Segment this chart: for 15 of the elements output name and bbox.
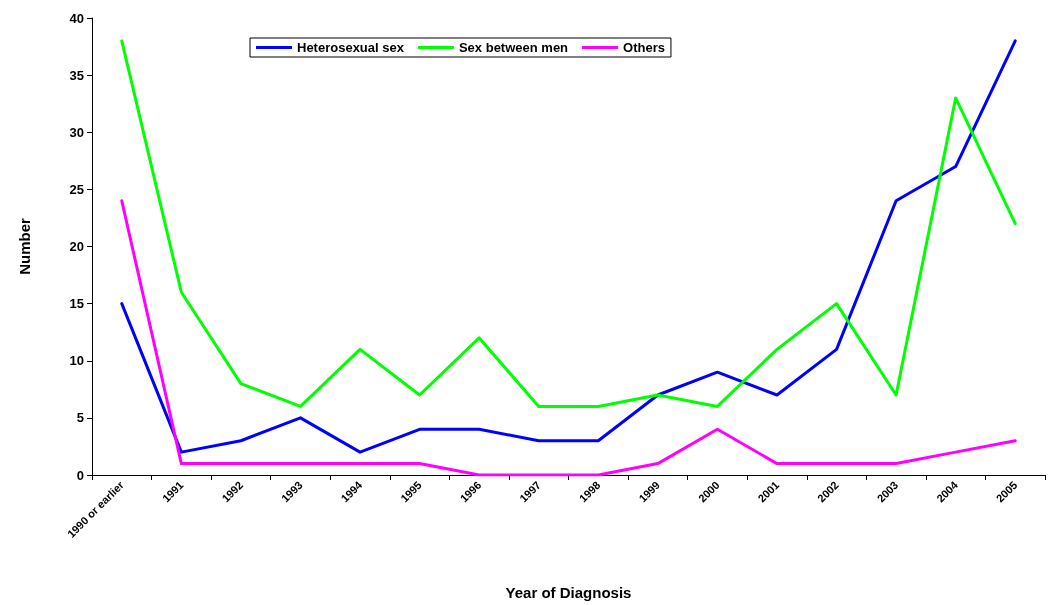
y-tick-label: 30	[69, 124, 84, 140]
y-tick-label: 20	[69, 239, 84, 254]
legend-label: Others	[623, 40, 665, 55]
y-tick-label: 0	[76, 467, 84, 483]
y-tick-label: 40	[69, 10, 84, 26]
line-series	[120, 199, 1017, 477]
y-tick-label: 10	[69, 353, 84, 369]
x-axis-title: Year of Diagnosis	[505, 584, 632, 601]
y-tick-label: 5	[76, 410, 84, 426]
y-axis-title: Number	[16, 218, 33, 275]
y-tick-label: 35	[69, 67, 84, 83]
y-tick-label: 15	[69, 296, 84, 312]
legend-label: Sex between men	[458, 40, 569, 55]
y-tick-label: 25	[69, 181, 84, 197]
legend-label: Heterosexual sex	[297, 40, 405, 55]
